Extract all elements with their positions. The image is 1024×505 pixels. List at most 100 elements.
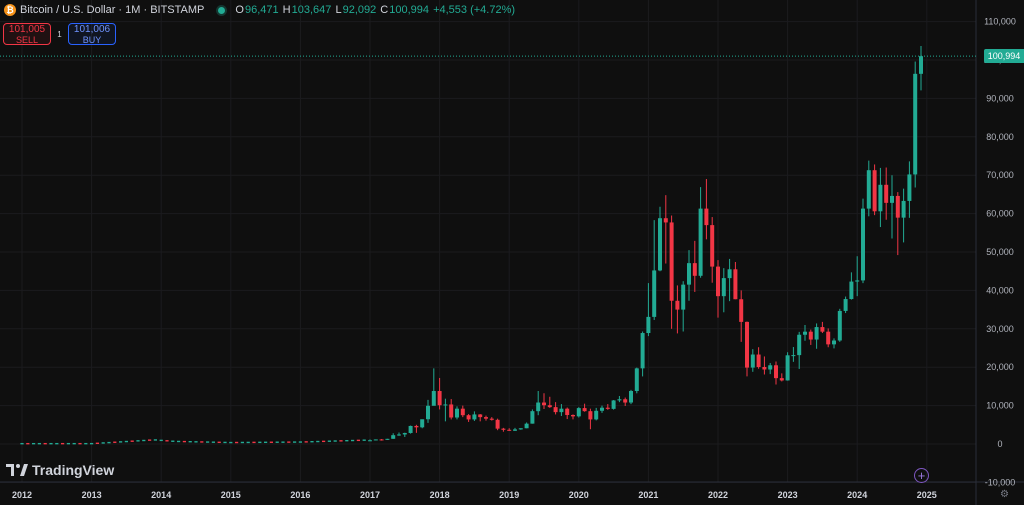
candle-body [310,441,314,443]
candle-body [246,441,250,444]
candle-body [878,184,883,212]
candle-body [913,73,918,175]
candle-body [20,442,24,445]
candle-body [72,442,76,445]
candle-body [588,411,593,420]
candle-body [547,405,552,408]
candle-body [177,440,181,443]
candle-body [373,439,378,441]
market-status-icon[interactable] [218,6,226,14]
candle-body [298,441,302,443]
candle-body [426,405,430,420]
candle-body [901,200,906,218]
candle-body [101,442,105,444]
sell-price: 101,005 [8,24,46,35]
candle-body [84,442,88,445]
candle-body [774,365,778,379]
candle-body [507,429,512,431]
candle-body [90,442,94,445]
sell-label: SELL [15,35,39,45]
settings-gear-icon[interactable]: ⚙ [1000,489,1009,500]
add-plus-icon[interactable]: + [914,468,929,483]
candle-body [66,442,70,445]
candle-body [194,441,198,443]
bitcoin-icon: ₿ [4,4,16,16]
candle-body [171,440,175,442]
low-label: L [335,4,342,16]
candle-body [356,439,360,442]
trade-buttons: 101,005 SELL 1 101,006 BUY [3,23,116,45]
change-value: +4,553 (+4.72%) [433,4,516,16]
candle-body [756,354,761,368]
candle-body [762,367,767,370]
candle-body [501,428,506,430]
buy-button[interactable]: 101,006 BUY [68,23,116,45]
candle-body [849,281,854,300]
candle-body [791,355,796,357]
candle-body [316,440,320,443]
candle-body [687,263,691,285]
candle-body [739,299,744,322]
candle-body [235,441,239,444]
candle-body [837,310,842,341]
candle-body [264,441,268,443]
candle-body [861,208,865,281]
x-tick-label: 2021 [638,490,658,500]
candle-body [229,441,233,444]
candle-body [553,407,558,413]
candle-body [721,278,726,297]
candle-body [113,441,117,443]
candle-body [779,378,784,381]
candle-body [489,418,494,420]
candle-body [124,440,128,443]
candle-body [733,269,738,300]
candle-body [362,439,366,441]
candle-body [797,334,802,356]
candle-body [634,368,639,392]
candle-body [414,425,419,428]
spread-value: 1 [57,29,62,39]
candle-body [37,442,41,445]
candle-body [919,56,923,74]
candle-body [675,300,680,310]
candle-body [391,435,396,439]
candle-body [165,440,169,442]
buy-price: 101,006 [73,24,111,35]
candle-body [605,407,610,409]
open-value: 96,471 [244,4,279,16]
symbol-title[interactable]: Bitcoin / U.S. Dollar · 1M · BITSTAMP [20,4,205,16]
candle-body [408,425,413,433]
candle-body [594,410,599,420]
candle-body [814,327,819,340]
candle-body [692,263,697,276]
candle-body [368,440,372,442]
candle-body [379,439,384,441]
tradingview-logo[interactable]: TradingView [6,462,114,478]
candle-body [107,441,111,444]
candle-body [652,270,657,317]
candle-body [536,402,541,412]
sell-button[interactable]: 101,005 SELL [3,23,51,45]
candle-body [571,415,575,417]
candle-body [397,434,401,436]
candle-body [518,428,523,430]
ohlc-legend: O96,471 H103,647 L92,092 C100,994 +4,553… [235,4,516,16]
y-tick-label: 110,000 [984,17,1016,27]
candle-body [472,414,477,420]
candle-body [252,441,256,444]
candle-body [95,442,99,444]
high-label: H [282,4,291,16]
candle-body [385,438,390,440]
candle-body [402,432,407,435]
candle-body [542,402,546,406]
candle-body [281,441,285,443]
tradingview-logo-text: TradingView [32,462,115,478]
candle-body [716,266,720,297]
x-tick-label: 2020 [569,490,589,500]
x-tick-label: 2024 [847,490,867,500]
y-tick-label: 30,000 [986,324,1014,334]
y-tick-label: 10,000 [986,401,1014,411]
x-tick-label: 2025 [917,490,937,500]
candle-body [855,280,860,282]
